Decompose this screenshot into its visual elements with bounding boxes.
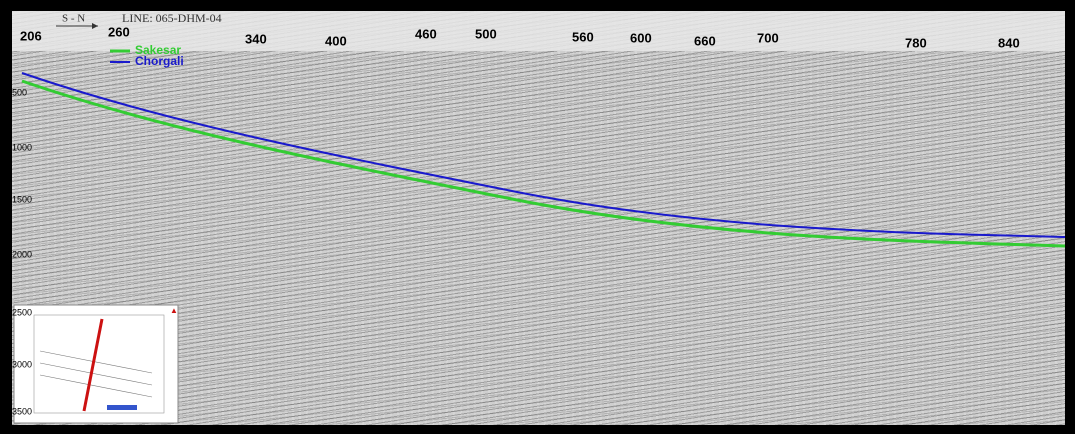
shot-point-label: 500 [475, 26, 497, 41]
inset-feature [107, 405, 137, 410]
horizon-blue [22, 73, 1065, 237]
shot-point-label: 600 [630, 30, 652, 45]
shot-point-label: 840 [998, 35, 1020, 50]
direction: S - N [62, 13, 85, 25]
shot-point-label: 780 [905, 35, 927, 50]
shot-point-label: 206 [20, 28, 42, 43]
section-overlay: S - N LINE: 065-DHM-04 Sakesar Chorgali … [12, 11, 1065, 425]
time-label: 500 [12, 87, 27, 97]
seismic-section: S - N LINE: 065-DHM-04 Sakesar Chorgali … [12, 11, 1065, 425]
time-label: 2500 [12, 307, 32, 317]
shot-point-label: 560 [572, 29, 594, 44]
time-label: 1000 [12, 142, 32, 152]
shot-point-label: 340 [245, 31, 267, 46]
time-label: 2000 [12, 249, 32, 259]
shot-point-label: 400 [325, 33, 347, 48]
shot-point-label: 460 [415, 26, 437, 41]
time-label: 1500 [12, 194, 32, 204]
line-name: LINE: 065-DHM-04 [122, 11, 222, 25]
time-label: 3500 [12, 406, 32, 416]
shot-point-label: 260 [108, 24, 130, 39]
inset-map: ▲ [14, 305, 178, 423]
shot-point-label: 700 [757, 30, 779, 45]
inset-box [14, 305, 178, 423]
frame: S - N LINE: 065-DHM-04 Sakesar Chorgali … [0, 0, 1075, 434]
time-label: 3000 [12, 359, 32, 369]
horizon-green [22, 81, 1065, 246]
legend-label: Chorgali [135, 54, 184, 68]
inset-north: ▲ [170, 306, 178, 315]
shot-point-label: 660 [694, 33, 716, 48]
